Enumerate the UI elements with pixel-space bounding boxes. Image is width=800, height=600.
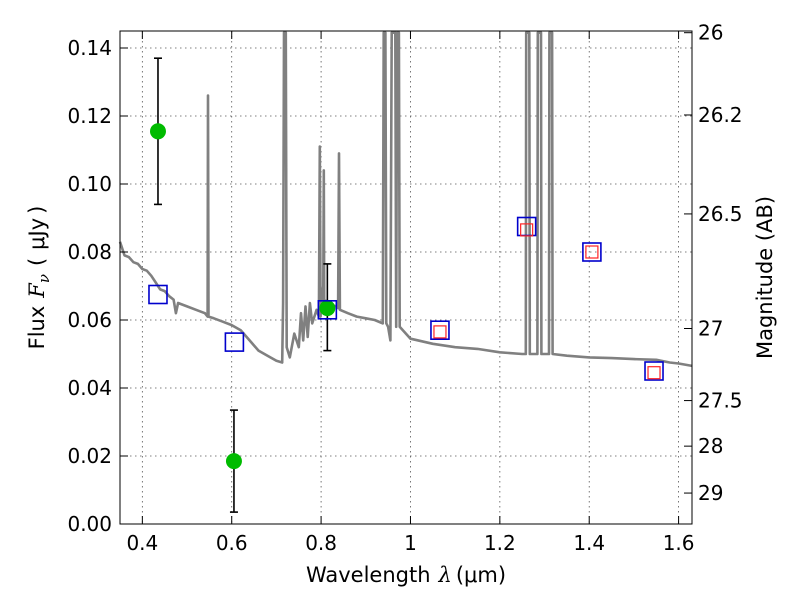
y2-axis-label: Magnitude (AB): [753, 196, 777, 359]
x-tick-label: 1.4: [573, 531, 605, 555]
x-axis-label: Wavelength λ (μm): [306, 563, 506, 587]
model-square-small: [433, 325, 447, 339]
observed-point: [319, 300, 336, 317]
x-tick-label: 0.8: [305, 531, 337, 555]
y2-tick-label: 27: [698, 317, 723, 341]
y-tick-label: 0.04: [67, 376, 112, 400]
y2-tick-label: 26.2: [698, 103, 743, 127]
x-tick-label: 1.2: [484, 531, 516, 555]
plot-frame: [119, 30, 693, 525]
observed-point: [225, 453, 242, 470]
y-axis-label: FluxFν(μJy): [25, 206, 53, 350]
y-tick-label: 0.14: [67, 36, 112, 60]
y-tick-label: 0.00: [67, 512, 112, 536]
y2-tick-label: 26: [698, 21, 723, 45]
y-tick-label: 0.12: [67, 104, 112, 128]
y2-tick-label: 26.5: [698, 202, 743, 226]
y-tick-label: 0.10: [67, 172, 112, 196]
x-tick-label: 0.4: [126, 531, 158, 555]
model-square-small: [520, 223, 534, 237]
x-tick-label: 1.6: [663, 531, 695, 555]
model-square-small: [585, 245, 599, 259]
sed-model-line: [118, 31, 693, 368]
y2-tick-label: 29: [698, 481, 723, 505]
y2-tick-label: 28: [698, 434, 723, 458]
model-square: [582, 242, 602, 262]
x-tick-label: 1: [404, 531, 417, 555]
model-square: [148, 284, 168, 305]
plot-series: [118, 31, 693, 513]
x-tick-label: 0.6: [216, 531, 248, 555]
axis-ticks: 0.4 0.6 0.8 1 1.2 1.4 1.6 0.00 0.02 0.04 0.06 0.08 0…: [67, 21, 742, 555]
y-tick-label: 0.02: [67, 444, 112, 468]
y2-tick-label: 27.5: [698, 389, 743, 413]
model-square: [224, 332, 245, 352]
model-square-small: [647, 366, 661, 380]
model-square: [317, 299, 338, 320]
grid-lines: [120, 31, 692, 525]
observed-point: [149, 123, 166, 140]
model-square: [644, 361, 664, 381]
model-square: [430, 320, 450, 341]
y-tick-label: 0.06: [67, 308, 112, 332]
y-tick-label: 0.08: [67, 240, 112, 264]
